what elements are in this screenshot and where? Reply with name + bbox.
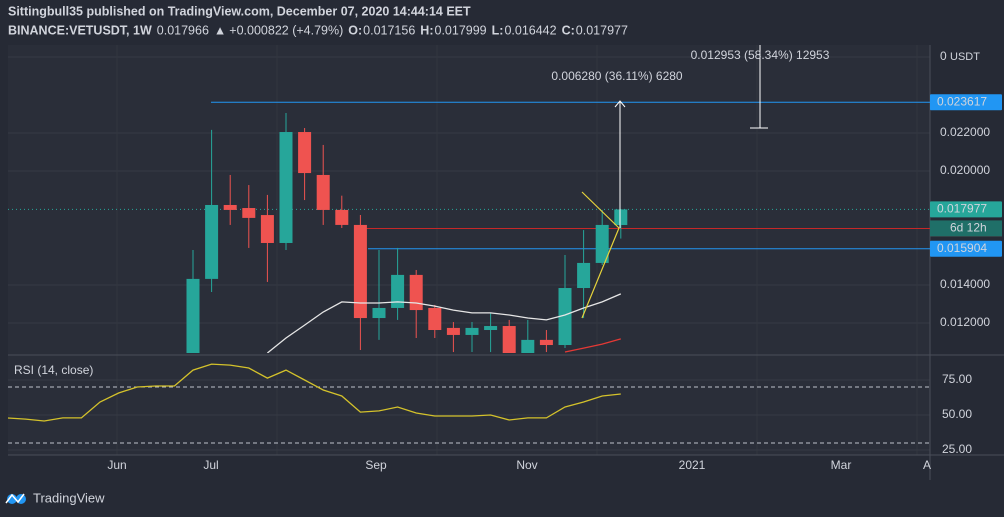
symbol-info: 0.016442: [504, 23, 556, 37]
plot-area: [8, 45, 930, 455]
x-tick-label: 2021: [679, 458, 706, 472]
symbol-info: +0.000822 (+4.79%): [229, 23, 343, 37]
candle-body: [484, 326, 498, 331]
candle-body: [577, 262, 591, 289]
price-label: 0.015904: [937, 241, 987, 255]
moving-average: [564, 338, 621, 353]
candle-body: [465, 327, 479, 335]
x-tick-label: Sep: [365, 458, 387, 472]
symbol-info: C:: [562, 23, 575, 37]
rsi-line: [8, 363, 621, 422]
symbol-info: BINANCE:VETUSDT, 1W: [8, 23, 152, 37]
y-tick-label: 0.012000: [940, 315, 990, 329]
measure-label: 0.006280 (36.11%) 6280: [551, 69, 683, 83]
countdown-box: [930, 220, 1002, 237]
moving-average: [266, 293, 622, 353]
y-tick-label: 0.020000: [940, 163, 990, 177]
candle-body: [205, 204, 219, 279]
brand: TradingView: [33, 490, 105, 505]
candle-body: [242, 208, 256, 218]
rsi-tick-label: 75.00: [942, 372, 972, 386]
x-tick-label: Jun: [107, 458, 126, 472]
price-label: 0.023617: [937, 94, 987, 108]
price-label-box: [930, 240, 1002, 257]
measure-label: 0.012953 (58.34%) 12953: [691, 48, 830, 62]
symbol-info: 0.017977: [576, 23, 628, 37]
measure-arrow: [614, 100, 626, 108]
candle-body: [316, 174, 330, 210]
candle-body: [372, 307, 386, 319]
candle-body: [409, 274, 423, 311]
price-label-box: [930, 201, 1002, 218]
candle-body: [353, 224, 367, 319]
candle-body: [614, 209, 628, 226]
candle-body: [298, 132, 312, 174]
x-tick-label: A: [923, 458, 931, 472]
y-tick-label: 0.022000: [940, 125, 990, 139]
symbol-info: 0.017156: [363, 23, 415, 37]
x-tick-label: Jul: [203, 458, 218, 472]
candle-body: [335, 209, 349, 225]
rsi-title: RSI (14, close): [14, 363, 93, 377]
symbol-info: ▲: [214, 23, 226, 37]
rsi-tick-label: 25.00: [942, 442, 972, 456]
candle-body: [391, 274, 405, 308]
symbol-info: O:: [348, 23, 362, 37]
logo: [5, 493, 26, 504]
symbol-info: H:: [420, 23, 433, 37]
trend-drawing: [581, 191, 620, 319]
candle-body: [260, 215, 274, 243]
y-tick-label: 0: [940, 49, 947, 63]
candle-body: [521, 339, 535, 353]
symbol-info: 0.017966: [157, 23, 209, 37]
candle-body: [428, 307, 442, 331]
countdown: 6d 12h: [950, 221, 987, 235]
rsi-tick-label: 50.00: [942, 407, 972, 421]
currency-label: USDT: [950, 51, 980, 63]
price-label-box: [930, 94, 1002, 111]
x-tick-label: Nov: [516, 458, 537, 472]
symbol-info: L:: [492, 23, 504, 37]
candle-body: [446, 327, 460, 335]
candle-body: [223, 204, 237, 210]
price-label: 0.017977: [937, 202, 987, 216]
candle-body: [595, 224, 609, 263]
candle-body: [502, 326, 516, 353]
candle-body: [539, 339, 553, 346]
candle-body: [558, 288, 572, 346]
footer: [0, 482, 1004, 517]
symbol-info: 0.017999: [435, 23, 487, 37]
candle-body: [186, 278, 200, 353]
candle-body: [279, 132, 293, 243]
author-line: Sittingbull35 published on TradingView.c…: [8, 4, 471, 18]
x-tick-label: Mar: [831, 458, 852, 472]
y-tick-label: 0.014000: [940, 277, 990, 291]
